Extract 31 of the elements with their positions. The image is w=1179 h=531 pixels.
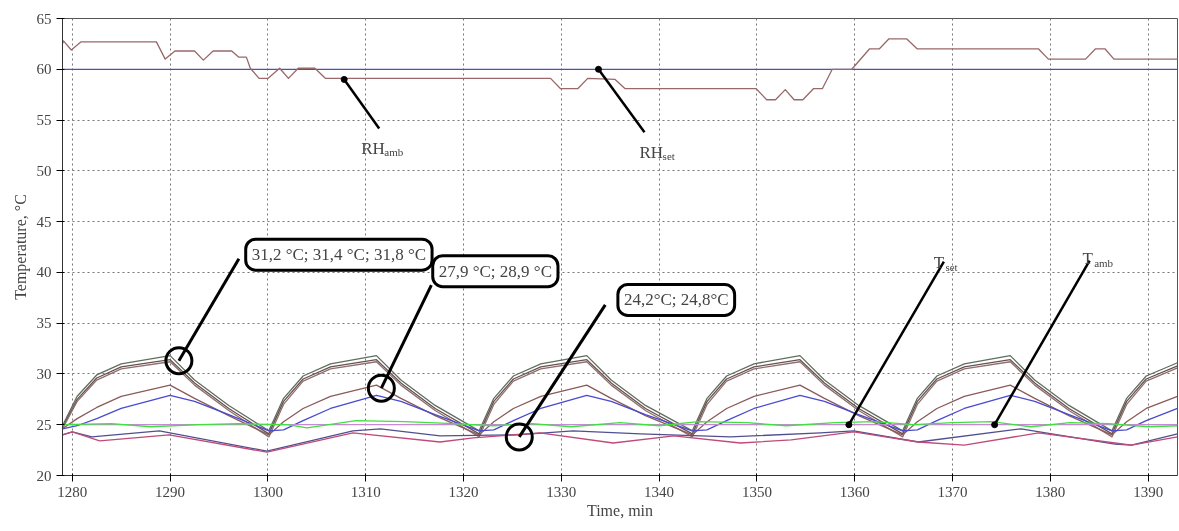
x-tick-label: 1290 [155, 483, 186, 500]
y-tick-label: 30 [36, 365, 52, 382]
x-tick-label: 1380 [1035, 483, 1066, 500]
annotation: 31,2 °C; 31,4 °C; 31,8 °C [251, 245, 427, 265]
x-tick-label: 1280 [57, 483, 88, 500]
y-tick-label: 50 [36, 162, 52, 179]
annotation: 24,2°C; 24,8°C [623, 290, 729, 310]
x-tick-label: 1390 [1133, 483, 1164, 500]
annotation: 27,9 °C; 28,9 °C [438, 261, 552, 281]
y-tick-label: 45 [36, 213, 52, 230]
line-series [62, 38, 1178, 101]
x-tick-label: 1310 [350, 483, 381, 500]
x-tick-label: 1370 [937, 483, 968, 500]
x-tick-label: 1330 [546, 483, 577, 500]
y-axis-title: Temperature, °C [11, 194, 30, 300]
line-series [62, 384, 1178, 436]
y-tick-label: 40 [36, 264, 52, 281]
y-tick-label: 35 [36, 315, 52, 332]
x-axis-title: Time, min [586, 501, 654, 519]
y-tick-label: 65 [36, 10, 52, 27]
x-tick-label: 1300 [252, 483, 283, 500]
x-tick-label: 1320 [448, 483, 479, 500]
y-tick-label: 25 [36, 416, 52, 433]
x-tick-label: 1350 [741, 483, 772, 500]
x-tick-label: 1340 [644, 483, 675, 500]
line-series [62, 420, 1178, 429]
y-tick-label: 20 [36, 467, 52, 484]
x-tick-label: 1360 [839, 483, 870, 500]
line-series [62, 394, 1178, 432]
y-tick-label: 55 [36, 112, 52, 129]
y-tick-label: 60 [36, 61, 52, 78]
